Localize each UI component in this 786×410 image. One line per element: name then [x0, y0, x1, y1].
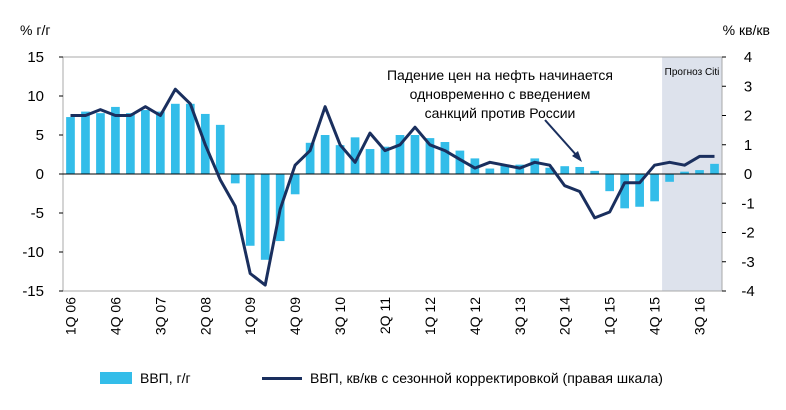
- x-tick-label: 1Q 09: [242, 297, 258, 335]
- x-tick-label: 3Q 07: [152, 297, 168, 335]
- bar-4Q-09: [290, 174, 300, 195]
- legend-bar-label: ВВП, г/г: [140, 370, 191, 386]
- bar-1Q-11: [365, 149, 375, 174]
- bar-3Q-08: [215, 124, 225, 174]
- left-axis-label: % г/г: [20, 22, 50, 38]
- forecast-label: Прогноз Citi: [665, 67, 720, 78]
- left-tick-label: 5: [36, 127, 44, 144]
- left-tick-label: -10: [22, 244, 44, 261]
- x-tick-label: 4Q 06: [107, 297, 123, 335]
- x-tick-label: 3Q 10: [332, 297, 348, 335]
- bar-series: [66, 103, 719, 260]
- bar-4Q-13: [530, 158, 540, 174]
- left-tick-label: 10: [27, 88, 44, 105]
- bar-3Q-16: [695, 170, 704, 174]
- right-tick-label: -1: [741, 195, 754, 212]
- bar-4Q-11: [410, 135, 420, 174]
- right-tick-label: 0: [744, 166, 752, 183]
- x-axis: 1Q 06 4Q 06 3Q 07 2Q 08 1Q 09 4Q 09 3Q 10 2Q 11…: [62, 297, 707, 335]
- x-tick-label: 2Q 11: [377, 297, 393, 334]
- bar-1Q-07: [126, 113, 135, 174]
- bar-1Q-10: [305, 142, 315, 174]
- right-tick-label: -4: [741, 283, 754, 300]
- x-tick-label: 3Q 13: [512, 297, 528, 335]
- bar-2Q-10: [320, 135, 330, 174]
- line-series: [70, 87, 715, 287]
- bar-3Q-07: [156, 111, 165, 174]
- x-tick-label: 2Q 14: [557, 297, 573, 335]
- annotation-line: санкций против России: [425, 105, 576, 121]
- right-tick-label: -3: [741, 254, 754, 271]
- bar-1Q-08: [185, 103, 195, 174]
- bar-4Q-14: [590, 170, 600, 174]
- bar-2Q-15: [620, 174, 629, 209]
- bar-2Q-12: [440, 142, 450, 174]
- x-tick-label: 1Q 06: [62, 297, 78, 335]
- legend-line-item: ВВП, кв/кв с сезонной корректировкой (пр…: [262, 366, 663, 390]
- left-tick-label: 15: [27, 49, 44, 66]
- bar-4Q-07: [170, 103, 180, 174]
- right-tick-label: 1: [744, 137, 752, 154]
- bar-1Q-09: [245, 174, 255, 246]
- bar-3Q-10: [335, 145, 345, 174]
- left-tick-label: -5: [31, 205, 44, 222]
- bar-3Q-11: [395, 135, 405, 174]
- bar-1Q-13: [485, 168, 495, 174]
- bar-4Q-15: [650, 174, 659, 202]
- legend-bar-swatch: [100, 372, 132, 384]
- x-tick-label: 4Q 12: [467, 297, 483, 335]
- bar-4Q-06: [111, 106, 120, 174]
- annotation: Падение цен на нефть начинается одновреме…: [387, 67, 613, 121]
- bar-3Q-12: [455, 150, 465, 174]
- bar-2Q-13: [500, 165, 510, 174]
- right-tick-label: 3: [744, 78, 752, 95]
- bar-2Q-11: [380, 146, 390, 174]
- bar-1Q-14: [545, 167, 555, 174]
- left-tick-label: -15: [22, 283, 44, 300]
- bar-2Q-09: [260, 174, 270, 260]
- bar-2Q-14: [560, 166, 570, 174]
- x-tick-label: 1Q 12: [422, 297, 438, 335]
- bar-3Q-14: [575, 166, 585, 174]
- legend-line-swatch: [262, 376, 302, 380]
- right-tick-label: 2: [744, 108, 752, 125]
- bar-4Q-16: [710, 163, 719, 174]
- annotation-line: Падение цен на нефть начинается: [387, 67, 613, 83]
- annotation-line: одновременно с введением: [410, 86, 591, 102]
- bar-2Q-16: [680, 171, 689, 174]
- bar-1Q-15: [605, 174, 615, 192]
- right-tick-label: 4: [744, 49, 752, 66]
- annotation-arrow: [544, 119, 579, 158]
- bar-1Q-12: [425, 138, 435, 174]
- bar-2Q-07: [141, 110, 150, 174]
- left-tick-label: 0: [36, 166, 44, 183]
- left-axis: 15 10 5 0 -5 -10 -15: [22, 49, 63, 300]
- right-axis: 4 3 2 1 0 -1 -2 -3 -4: [722, 49, 755, 300]
- legend-bar-item: ВВП, г/г: [100, 366, 191, 390]
- bar-1Q-16: [665, 174, 674, 182]
- x-tick-label: 2Q 08: [197, 297, 213, 335]
- x-tick-label: 1Q 15: [602, 297, 618, 335]
- bar-1Q-06: [66, 117, 75, 174]
- bar-3Q-15: [635, 174, 644, 207]
- x-tick-label: 3Q 16: [692, 297, 708, 335]
- annotation-arrowhead: [572, 151, 582, 162]
- bar-4Q-10: [350, 137, 360, 174]
- right-tick-label: -2: [741, 225, 754, 242]
- bar-4Q-08: [230, 174, 240, 184]
- legend-line-label: ВВП, кв/кв с сезонной корректировкой (пр…: [310, 370, 663, 386]
- bar-2Q-06: [81, 111, 90, 174]
- right-axis-label: % кв/кв: [723, 22, 770, 38]
- x-tick-label: 4Q 09: [287, 297, 303, 335]
- bar-4Q-12: [470, 158, 480, 174]
- bar-3Q-06: [96, 113, 105, 174]
- x-tick-label: 4Q 15: [647, 297, 663, 335]
